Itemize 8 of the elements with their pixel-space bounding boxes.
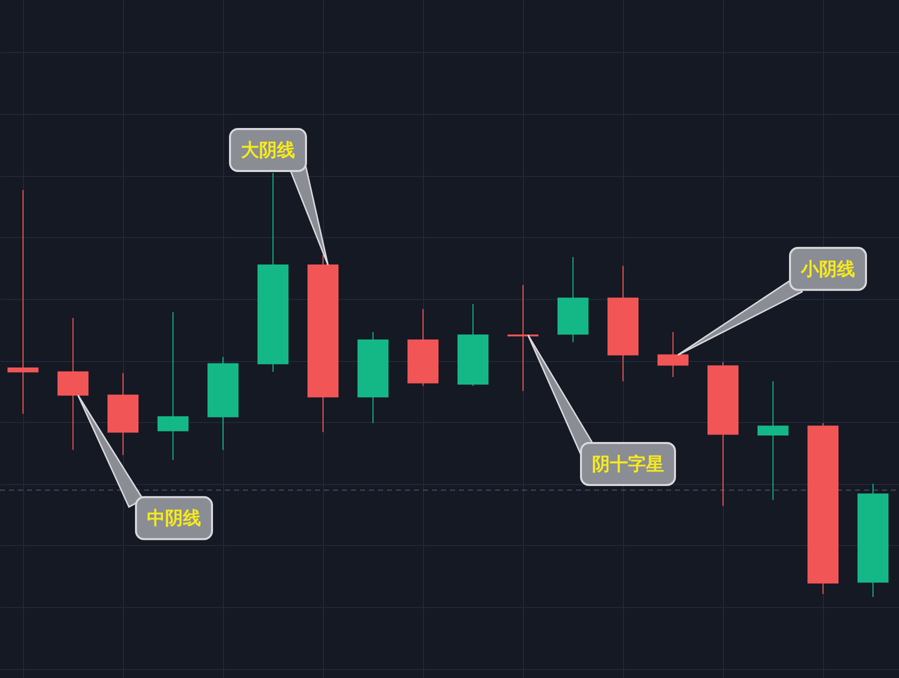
candlestick — [8, 189, 38, 414]
annotation: 阴十字星 — [583, 444, 673, 483]
annotation: 小阴线 — [792, 250, 864, 288]
candlestick — [758, 380, 788, 500]
candlestick — [158, 312, 188, 461]
candlestick — [508, 284, 538, 392]
annotation: 中阴线 — [138, 499, 210, 538]
text: 大阴线 — [232, 131, 304, 169]
